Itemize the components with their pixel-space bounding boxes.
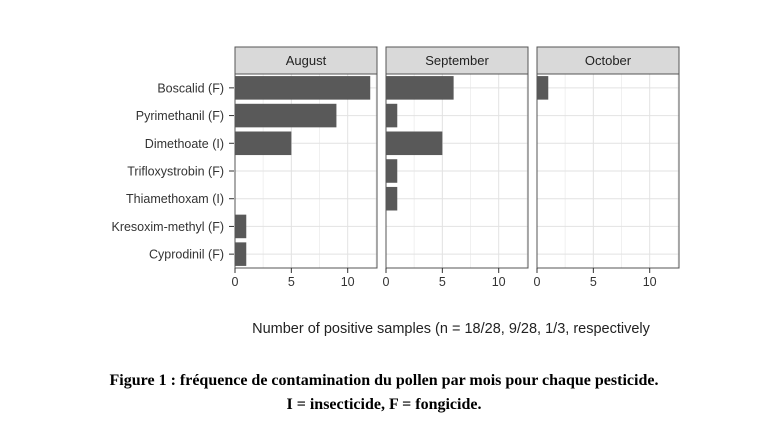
facet-strip	[536, 46, 680, 75]
y-tick-label: Boscalid (F)	[157, 81, 224, 95]
x-axis-label: Number of positive samples (n = 18/28, 9…	[252, 321, 650, 337]
x-tick-label: 0	[383, 275, 390, 289]
bar	[235, 131, 292, 156]
bar	[386, 103, 398, 128]
bar	[235, 76, 371, 100]
panel-border	[234, 73, 378, 269]
x-tick-label: 10	[643, 275, 657, 289]
y-tick-label: Kresoxim-methyl (F)	[111, 220, 224, 234]
y-tick-label: Thiamethoxam (I)	[126, 192, 224, 206]
panel-border	[536, 73, 680, 269]
facet-strip	[385, 46, 529, 75]
bar	[386, 186, 398, 211]
facet-strip-label: October	[585, 53, 632, 68]
bar	[235, 214, 247, 239]
facet-panel: September 0 5 10	[383, 46, 529, 289]
x-tick-label: 5	[439, 275, 446, 289]
figure-caption-line-2: I = insecticide, F = fongicide.	[286, 396, 482, 413]
y-tick-label: Cyprodinil (F)	[149, 248, 224, 262]
panel-border	[385, 73, 529, 269]
faceted-bar-chart: Boscalid (F) Pyrimethanil (F) Dimethoate (…	[111, 46, 680, 337]
bar	[386, 76, 454, 100]
x-tick-label: 5	[590, 275, 597, 289]
x-tick-label: 10	[492, 275, 506, 289]
facet-panel: October 0 5 10	[534, 46, 680, 289]
facet-panel: August 0 5 10	[232, 46, 378, 289]
bar	[386, 159, 398, 183]
y-tick-label: Dimethoate (I)	[145, 137, 224, 151]
y-tick-label: Trifloxystrobin (F)	[127, 165, 224, 179]
x-tick-label: 5	[288, 275, 295, 289]
bar	[537, 76, 549, 100]
facet-strip-label: August	[286, 53, 327, 68]
x-tick-label: 10	[341, 275, 355, 289]
figure-caption-line-1: Figure 1 : fréquence de contamination du…	[109, 372, 659, 389]
x-tick-label: 0	[534, 275, 541, 289]
x-tick-label: 0	[232, 275, 239, 289]
bar	[235, 103, 337, 128]
y-tick-label: Pyrimethanil (F)	[136, 109, 224, 123]
bar	[386, 131, 443, 156]
facet-strip-label: September	[425, 53, 489, 68]
bar	[235, 242, 247, 266]
